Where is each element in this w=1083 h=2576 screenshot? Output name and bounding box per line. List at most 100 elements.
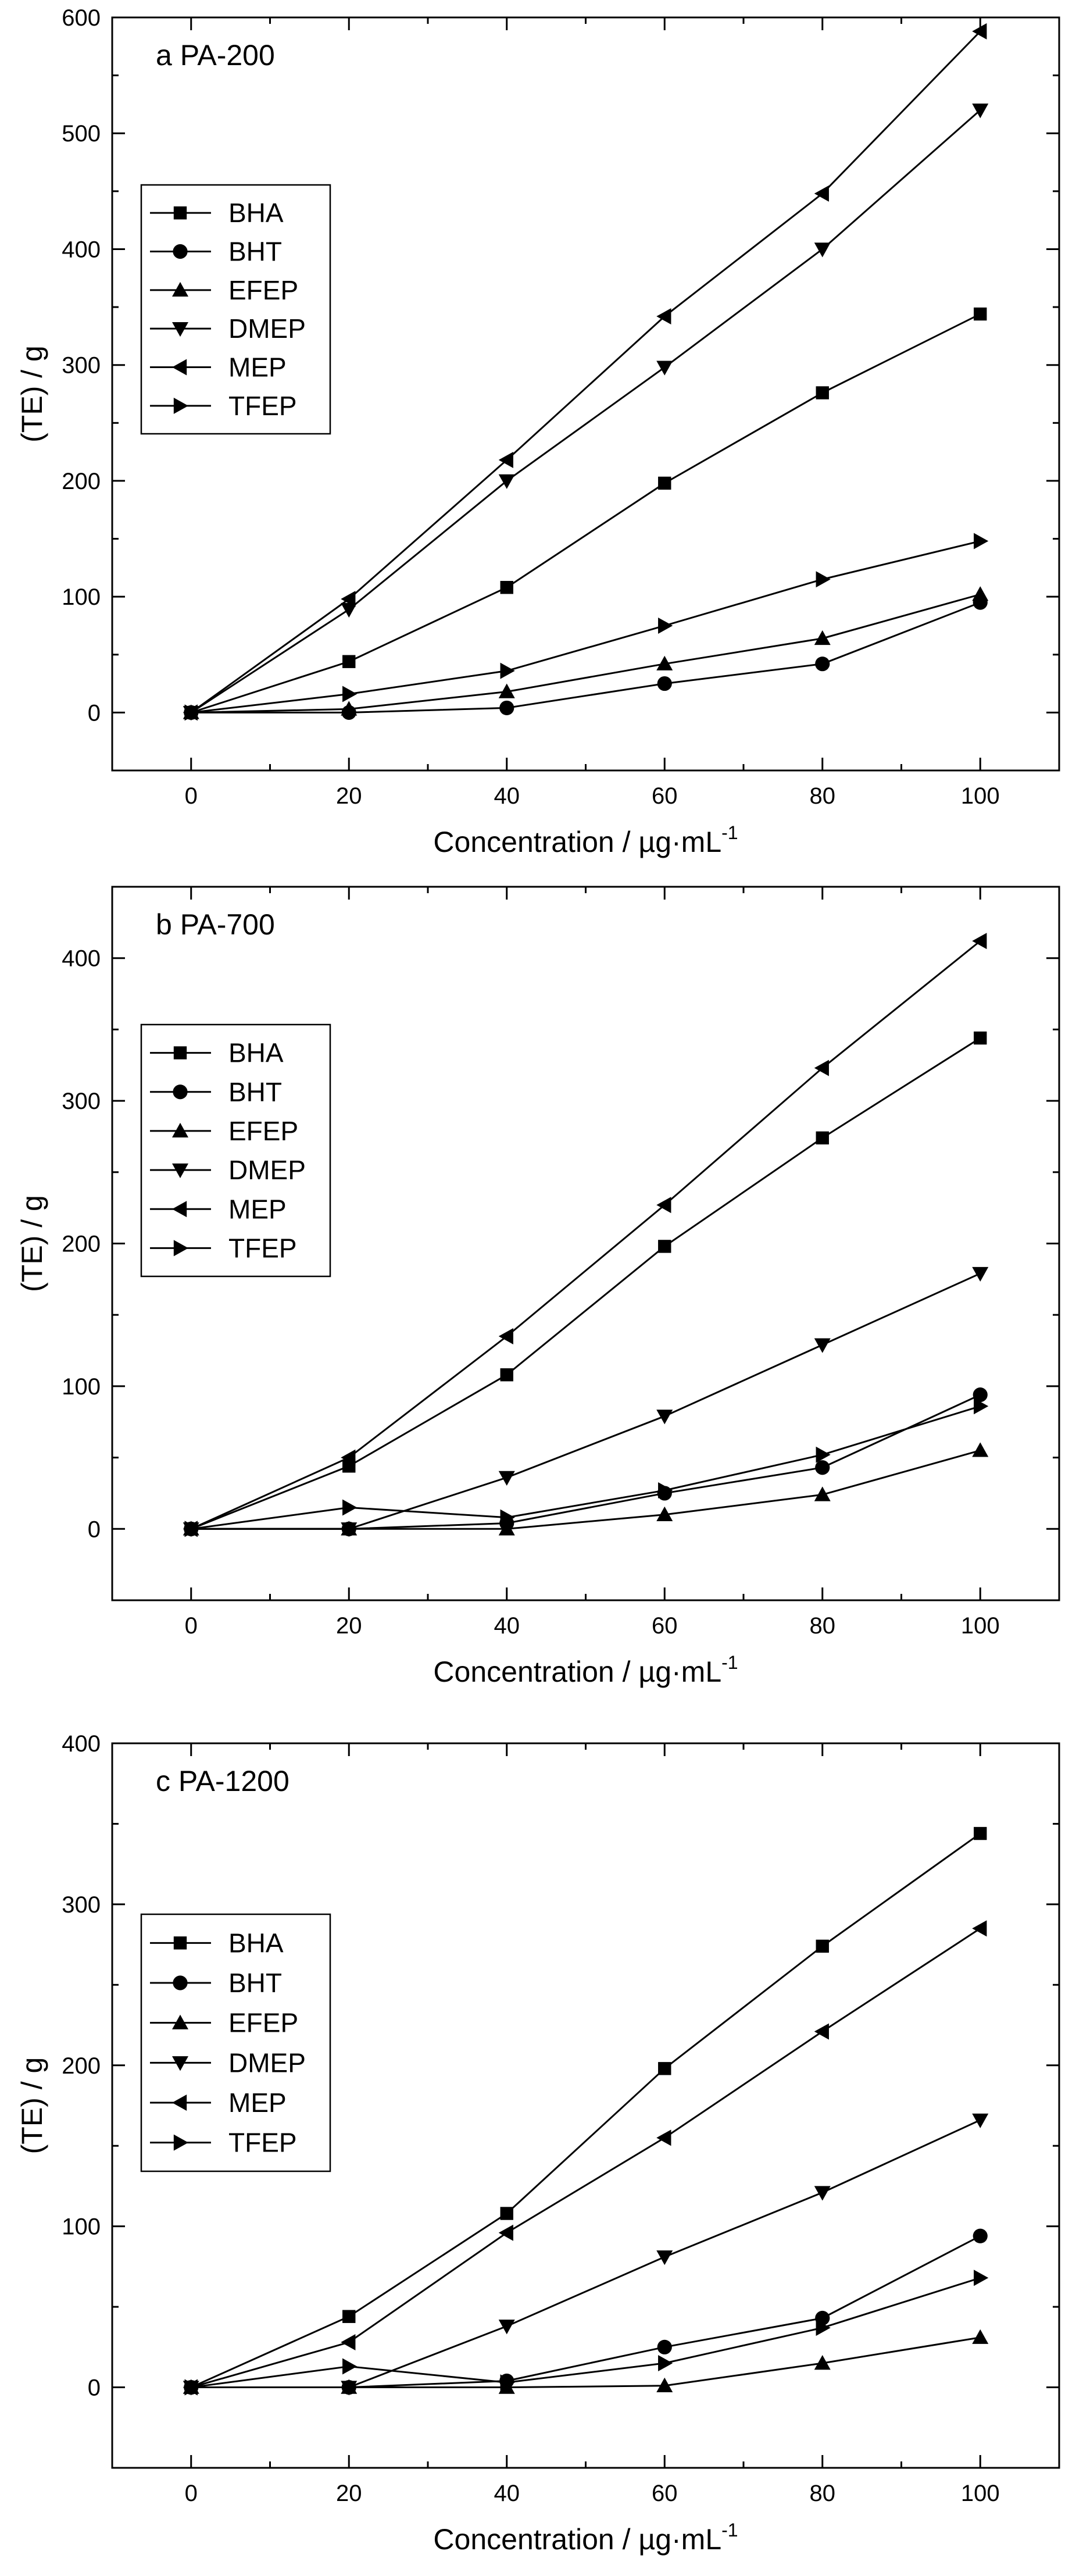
legend-label: BHA — [228, 1038, 284, 1068]
legend-label: DMEP — [228, 1155, 306, 1185]
legend-label: BHT — [228, 1077, 282, 1107]
x-tick-label: 100 — [961, 1613, 1000, 1639]
legend-label: TFEP — [228, 391, 297, 421]
legend-label: BHT — [228, 237, 282, 267]
legend-label: DMEP — [228, 313, 306, 344]
data-point-dmep — [498, 474, 515, 489]
data-point-dmep — [498, 2320, 515, 2335]
legend-box — [140, 1023, 331, 1278]
legend-marker-efep — [172, 2014, 188, 2029]
data-point-dmep — [972, 1266, 989, 1282]
series-line — [191, 1272, 981, 1530]
data-point-bha — [974, 307, 987, 321]
y-tick-label: 400 — [62, 237, 101, 262]
x-tick-label: 40 — [494, 783, 520, 809]
data-point-bha — [658, 2062, 671, 2075]
legend-label: BHA — [228, 198, 284, 228]
legend-item: EFEP — [150, 275, 298, 305]
chart-panel-a: 0 20 40 60 80 100 0 100 200 300 400 500 600 Concentra… — [16, 5, 1060, 858]
legend-label: DMEP — [228, 2047, 306, 2078]
series-efep — [183, 1442, 989, 1536]
x-tick-label: 60 — [652, 1613, 678, 1639]
series-tfep — [184, 2270, 989, 2396]
x-tick-label: 0 — [185, 2481, 198, 2506]
data-point-tfep — [974, 1398, 989, 1415]
legend-item: DMEP — [150, 313, 306, 344]
data-point-mep — [972, 933, 987, 950]
y-tick-label: 300 — [62, 1892, 101, 1918]
data-point-mep — [656, 308, 671, 325]
data-point-efep — [972, 2329, 989, 2344]
series-line — [191, 601, 981, 713]
data-point-mep — [341, 1449, 356, 1466]
series-efep — [183, 2329, 989, 2394]
x-tick-label: 20 — [336, 1613, 362, 1639]
series-line — [191, 1928, 981, 2388]
legend-item: DMEP — [150, 2047, 306, 2078]
data-point-tfep — [184, 2379, 199, 2396]
y-tick-label: 400 — [62, 1731, 101, 1757]
series-line — [190, 30, 981, 713]
x-axis-title-superscript: -1 — [721, 1652, 738, 1673]
legend-marker-dmep — [172, 322, 188, 337]
legend-marker-bha — [173, 1046, 187, 1059]
panel-title: b PA-700 — [156, 908, 275, 941]
data-point-bha — [816, 1939, 829, 1953]
data-point-mep — [814, 1059, 829, 1076]
x-tick-label: 40 — [494, 1613, 520, 1639]
data-point-bht — [657, 2339, 672, 2354]
legend-item: MEP — [150, 1194, 287, 1224]
data-point-efep — [814, 630, 831, 645]
data-point-bht — [973, 2228, 988, 2243]
legend-marker-mep — [172, 359, 187, 376]
data-point-tfep — [184, 704, 199, 721]
x-axis-title: Concentration / µg·mL-1 — [433, 1652, 738, 1688]
data-point-efep — [498, 1521, 515, 1536]
series-line — [191, 593, 981, 713]
legend-label: BHT — [228, 1968, 282, 1998]
data-point-dmep — [498, 1471, 515, 1486]
legend-label: MEP — [228, 1194, 287, 1224]
series-bha — [184, 1031, 987, 1536]
data-point-tfep — [658, 617, 673, 634]
series-line — [191, 2235, 981, 2389]
data-point-tfep — [500, 2374, 515, 2391]
series-dmep — [183, 1266, 989, 1537]
series-line — [191, 1405, 981, 1530]
chart-panel-b: 0 20 40 60 80 100 0 100 200 300 400 Concentration /… — [16, 886, 1060, 1688]
data-point-mep — [341, 2334, 356, 2351]
legend-item: BHT — [150, 1968, 282, 1998]
y-tick-label: 100 — [62, 2214, 101, 2240]
x-axis-title-text: Concentration / µg·mL — [433, 826, 721, 858]
data-point-bha — [342, 2310, 356, 2323]
data-point-bht — [815, 1460, 830, 1475]
legend-item: MEP — [150, 2088, 287, 2118]
data-point-mep — [814, 2023, 829, 2040]
data-point-bha — [974, 1826, 987, 1840]
y-tick-label: 200 — [62, 2053, 101, 2079]
legend-marker-bht — [173, 1084, 188, 1100]
data-point-dmep — [972, 104, 989, 119]
data-point-mep — [341, 591, 356, 608]
data-point-dmep — [814, 242, 831, 258]
data-point-efep — [814, 1486, 831, 1501]
legend-label: TFEP — [228, 2128, 297, 2158]
data-point-bha — [500, 1368, 513, 1382]
series-line — [191, 2277, 981, 2389]
legend-label: EFEP — [228, 275, 298, 305]
data-point-tfep — [816, 1446, 831, 1463]
data-point-efep — [972, 1442, 989, 1457]
legend-item: MEP — [150, 352, 287, 383]
data-point-bha — [342, 655, 356, 668]
legend-marker-bht — [173, 1975, 188, 1990]
data-point-tfep — [816, 571, 831, 588]
data-point-bht — [973, 1387, 988, 1403]
legend-marker-efep — [172, 1122, 188, 1138]
panel-title: c PA-1200 — [156, 1765, 289, 1797]
legend-label: TFEP — [228, 1233, 297, 1263]
data-point-dmep — [341, 2381, 358, 2396]
data-point-bha — [500, 2207, 513, 2220]
x-tick-label: 20 — [336, 2481, 362, 2506]
legend-item: BHA — [150, 1928, 284, 1958]
legend-label: EFEP — [228, 2008, 298, 2038]
